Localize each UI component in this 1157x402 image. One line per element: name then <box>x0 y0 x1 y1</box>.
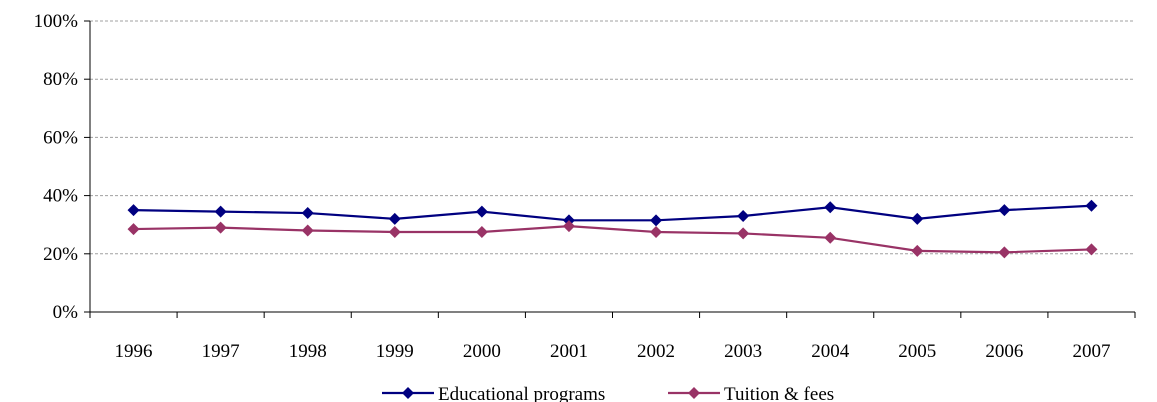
x-tick-label: 1996 <box>115 341 153 362</box>
data-point <box>214 205 227 218</box>
y-tick-label: 40% <box>43 186 78 207</box>
data-point <box>127 204 140 217</box>
data-point <box>911 244 924 257</box>
data-point <box>998 246 1011 259</box>
data-point <box>911 212 924 225</box>
gridlines <box>90 20 1135 255</box>
x-tick-label: 1999 <box>376 341 414 362</box>
series-line <box>133 204 1092 222</box>
data-point <box>737 209 750 222</box>
y-tick-label: 20% <box>43 244 78 265</box>
y-tick-label: 80% <box>43 69 78 90</box>
data-point <box>562 220 575 233</box>
data-point <box>127 223 140 236</box>
data-point <box>824 231 837 244</box>
data-point <box>301 207 314 220</box>
legend-marker <box>688 387 700 399</box>
data-point <box>998 204 1011 217</box>
x-tick-label: 2002 <box>637 341 675 362</box>
series <box>127 199 1098 259</box>
data-point <box>650 214 663 227</box>
x-tick-label: 2006 <box>985 341 1023 362</box>
y-tick-label: 60% <box>43 127 78 148</box>
data-point <box>737 227 750 240</box>
y-tick-labels: 0% 20% 40% 60% 80% 100% <box>34 11 79 323</box>
x-tick-label: 2004 <box>811 341 850 362</box>
x-tick-label: 2003 <box>724 341 762 362</box>
data-point <box>650 225 663 238</box>
data-point <box>214 221 227 234</box>
y-tick-label: 0% <box>53 302 79 323</box>
legend: Educational programs Tuition & fees <box>382 384 834 402</box>
axes <box>84 20 1136 318</box>
series-line <box>133 225 1092 254</box>
x-tick-label: 2001 <box>550 341 588 362</box>
x-tick-label: 2005 <box>898 341 936 362</box>
data-point <box>824 201 837 214</box>
legend-marker <box>402 387 414 399</box>
legend-label: Educational programs <box>438 384 605 402</box>
data-point <box>475 205 488 218</box>
x-tick-label: 1997 <box>202 341 240 362</box>
data-point <box>1085 199 1098 212</box>
data-point <box>388 212 401 225</box>
data-point <box>1085 243 1098 256</box>
data-point <box>301 224 314 237</box>
y-tick-label: 100% <box>34 11 79 32</box>
x-tick-label: 2007 <box>1072 341 1110 362</box>
legend-label: Tuition & fees <box>724 384 834 402</box>
data-point <box>475 225 488 238</box>
x-tick-label: 2000 <box>463 341 501 362</box>
x-tick-labels: 1996 1997 1998 1999 2000 2001 2002 2003 2004 2005… <box>115 341 1111 362</box>
data-point <box>388 225 401 238</box>
x-tick-label: 1998 <box>289 341 327 362</box>
